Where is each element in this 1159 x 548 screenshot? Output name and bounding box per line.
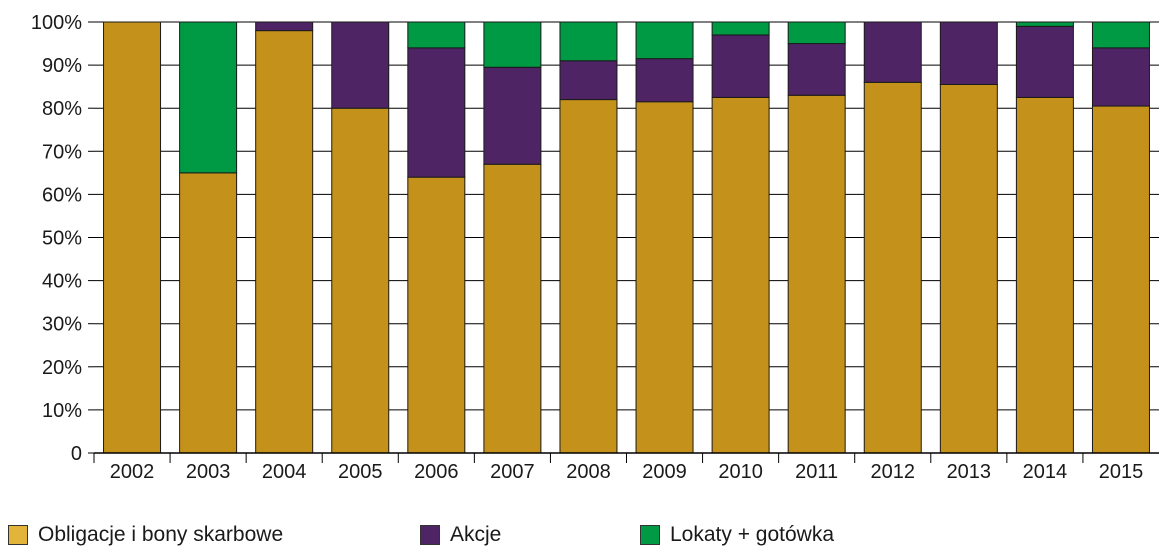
y-tick-label: 20% <box>42 357 82 379</box>
gridlines <box>94 21 1159 411</box>
bar-segment-2008-s0 <box>559 99 618 454</box>
bar-segment-2003-s0 <box>179 172 238 454</box>
bars <box>103 21 1150 454</box>
y-axis-ticks: 0 10% 20% 30% 40% 50% 60% 70% 80% 90% 100% <box>31 12 94 465</box>
bar-segment-2012-s1 <box>863 21 922 83</box>
legend-item-stocks: Akcje <box>420 522 501 548</box>
legend-label-deposits: Lokaty + gotówka <box>670 523 835 546</box>
y-tick-label: 100% <box>31 12 82 34</box>
bar-segment-2011-s2 <box>787 21 846 45</box>
y-tick-label: 0 <box>71 443 82 465</box>
x-tick-label: 2003 <box>186 461 231 483</box>
bar-segment-2012-s0 <box>863 81 922 454</box>
bar-segment-2014-s0 <box>1015 96 1074 454</box>
bar-segment-2013-s1 <box>939 21 998 85</box>
bar-segment-2010-s0 <box>711 96 770 454</box>
bar-segment-2014-s1 <box>1015 25 1074 98</box>
bar-segment-2002-s0 <box>103 21 162 454</box>
x-axis-ticks: 2002 2003 2004 2005 2006 2007 2008 2009 2010 2011… <box>93 453 1144 483</box>
bar-segment-2010-s1 <box>711 34 770 98</box>
bar-segment-2015-s1 <box>1091 47 1150 107</box>
legend-swatch-stocks <box>420 525 440 545</box>
bar-segment-2015-s2 <box>1091 21 1150 49</box>
x-tick-label: 2005 <box>338 461 383 483</box>
legend-label-stocks: Akcje <box>450 523 502 546</box>
bar-segment-2006-s0 <box>407 176 466 454</box>
x-tick-label: 2012 <box>871 461 916 483</box>
y-tick-label: 60% <box>42 184 82 206</box>
legend-swatch-deposits <box>640 525 660 545</box>
bar-segment-2009-s1 <box>635 58 694 103</box>
bar-segment-2010-s2 <box>711 21 770 36</box>
x-tick-label: 2009 <box>642 461 687 483</box>
bar-segment-2006-s1 <box>407 47 466 178</box>
bar-segment-2006-s2 <box>407 21 466 49</box>
x-tick-label: 2004 <box>262 461 307 483</box>
y-tick-label: 50% <box>42 228 82 250</box>
legend-label-bonds: Obligacje i bony skarbowe <box>38 523 284 546</box>
bar-segment-2015-s0 <box>1091 105 1150 454</box>
legend-item-deposits: Lokaty + gotówka <box>640 522 834 548</box>
legend-item-bonds: Obligacje i bony skarbowe <box>8 522 283 548</box>
bar-segment-2005-s0 <box>331 107 390 454</box>
bar-segment-2011-s1 <box>787 43 846 96</box>
bar-segment-2008-s2 <box>559 21 618 62</box>
bar-segment-2007-s1 <box>483 66 542 165</box>
x-tick-label: 2014 <box>1023 461 1068 483</box>
chart: 010%20%30%40%50%60%70%80%90%100% 2002 200… <box>31 12 1159 483</box>
x-tick-label: 2002 <box>110 461 155 483</box>
legend-swatch-bonds <box>8 525 28 545</box>
x-tick-label: 2010 <box>718 461 763 483</box>
x-tick-label: 2008 <box>566 461 611 483</box>
x-tick-label: 2013 <box>947 461 992 483</box>
bar-segment-2005-s1 <box>331 21 390 109</box>
bar-segment-2007-s2 <box>483 21 542 68</box>
bar-segment-2013-s0 <box>939 83 998 454</box>
y-tick-label: 90% <box>42 55 82 77</box>
y-tick-label: 10% <box>42 400 82 422</box>
bar-segment-2009-s2 <box>635 21 694 60</box>
bar-segment-2014-s2 <box>1015 21 1074 27</box>
y-tick-label: 80% <box>42 98 82 120</box>
x-tick-label: 2015 <box>1099 461 1144 483</box>
bar-segment-2011-s0 <box>787 94 846 454</box>
bar-segment-2009-s0 <box>635 101 694 454</box>
bar-segment-2004-s1 <box>255 21 314 32</box>
bar-segment-2007-s0 <box>483 163 542 454</box>
x-tick-label: 2006 <box>414 461 459 483</box>
y-tick-label: 70% <box>42 141 82 163</box>
x-tick-label: 2011 <box>795 461 838 483</box>
y-tick-label: 30% <box>42 314 82 336</box>
x-tick-label: 2007 <box>490 461 535 483</box>
bar-segment-2008-s1 <box>559 60 618 101</box>
bar-segment-2003-s2 <box>179 21 238 174</box>
y-tick-label: 40% <box>42 271 82 293</box>
bar-segment-2004-s0 <box>255 30 314 454</box>
